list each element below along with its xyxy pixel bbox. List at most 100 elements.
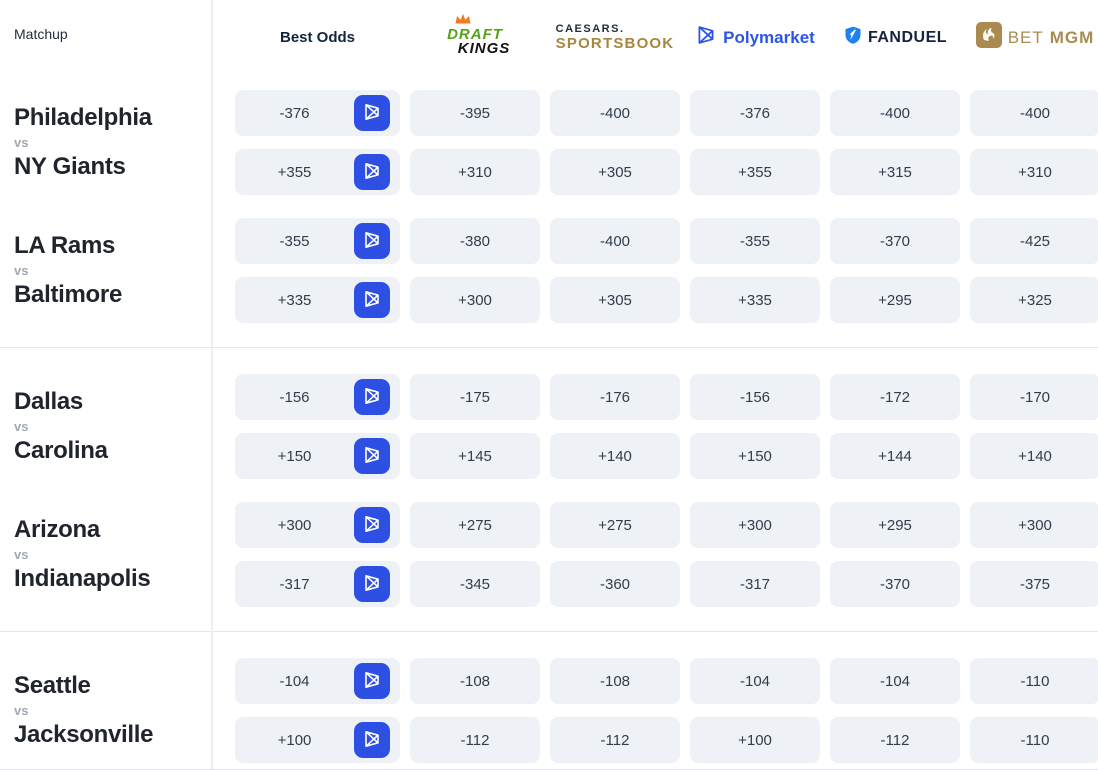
- odds-pill[interactable]: +310: [970, 149, 1098, 195]
- polymarket-best-odds-button[interactable]: [354, 282, 390, 318]
- odds-pill[interactable]: -400: [830, 90, 960, 136]
- odds-pill[interactable]: -400: [970, 90, 1098, 136]
- odds-pill[interactable]: +325: [970, 277, 1098, 323]
- odds-pill[interactable]: -400: [550, 218, 680, 264]
- best-odds-pill[interactable]: +300: [235, 502, 400, 548]
- best-odds-value: -156: [279, 388, 310, 406]
- odds-value: -375: [1019, 575, 1051, 593]
- best-odds-pill[interactable]: -104: [235, 658, 400, 704]
- odds-pill[interactable]: +295: [830, 502, 960, 548]
- odds-pill[interactable]: -104: [690, 658, 820, 704]
- odds-pill[interactable]: +305: [550, 149, 680, 195]
- odds-pill[interactable]: -112: [410, 717, 540, 763]
- best-odds-pill[interactable]: -376: [235, 90, 400, 136]
- odds-pill[interactable]: -172: [830, 374, 960, 420]
- betmgm-wordmark-bet: BET: [1007, 27, 1044, 47]
- polymarket-best-odds-button[interactable]: [354, 95, 390, 131]
- odds-pill[interactable]: +300: [690, 502, 820, 548]
- odds-pill[interactable]: -360: [550, 561, 680, 607]
- odds-pill[interactable]: +275: [410, 502, 540, 548]
- odds-pill[interactable]: +100: [690, 717, 820, 763]
- best-odds-pill[interactable]: -355: [235, 218, 400, 264]
- odds-row: -376 -395 -400 -376 -400: [235, 90, 1098, 136]
- odds-rows: -156 -175 -176 -156 -172: [213, 374, 1098, 479]
- polymarket-best-odds-button[interactable]: [354, 663, 390, 699]
- matchup-cell: Seattle vs Jacksonville: [0, 672, 213, 748]
- odds-pill[interactable]: +140: [970, 433, 1098, 479]
- odds-value: +140: [598, 447, 632, 465]
- odds-pill[interactable]: +335: [690, 277, 820, 323]
- odds-pill[interactable]: -345: [410, 561, 540, 607]
- caesars-logo: CAESARS. SPORTSBOOK: [550, 23, 680, 53]
- odds-pill[interactable]: -425: [970, 218, 1098, 264]
- best-odds-pill[interactable]: +355: [235, 149, 400, 195]
- odds-value: -112: [600, 731, 630, 749]
- polymarket-best-odds-button[interactable]: [354, 223, 390, 259]
- odds-pill[interactable]: -170: [970, 374, 1098, 420]
- matchup-cell: LA Rams vs Baltimore: [0, 232, 213, 308]
- odds-pill[interactable]: +355: [690, 149, 820, 195]
- best-odds-pill[interactable]: +335: [235, 277, 400, 323]
- odds-pill[interactable]: -376: [690, 90, 820, 136]
- odds-pill[interactable]: +305: [550, 277, 680, 323]
- polymarket-best-odds-button[interactable]: [354, 507, 390, 543]
- polymarket-icon: [362, 161, 382, 184]
- odds-pill[interactable]: +144: [830, 433, 960, 479]
- odds-pill[interactable]: -400: [550, 90, 680, 136]
- odds-pill[interactable]: +150: [690, 433, 820, 479]
- odds-value: -112: [880, 731, 910, 749]
- odds-pill[interactable]: -108: [550, 658, 680, 704]
- odds-value: -355: [739, 232, 771, 250]
- odds-pill[interactable]: -176: [550, 374, 680, 420]
- odds-rows: -355 -380 -400 -355 -370: [213, 218, 1098, 323]
- caesars-wordmark-top: CAESARS.: [555, 22, 625, 35]
- odds-value: -400: [1019, 104, 1051, 122]
- odds-pill[interactable]: -156: [690, 374, 820, 420]
- game-row-group: Seattle vs Jacksonville -104: [0, 658, 1098, 763]
- odds-pill[interactable]: -355: [690, 218, 820, 264]
- odds-value: -108: [459, 672, 491, 690]
- odds-pill[interactable]: +295: [830, 277, 960, 323]
- odds-pill[interactable]: -110: [970, 658, 1098, 704]
- matchup-cell: Philadelphia vs NY Giants: [0, 104, 213, 180]
- odds-pill[interactable]: +310: [410, 149, 540, 195]
- best-odds-pill[interactable]: +150: [235, 433, 400, 479]
- odds-pill[interactable]: -112: [830, 717, 960, 763]
- best-odds-pill[interactable]: -156: [235, 374, 400, 420]
- odds-pill[interactable]: +300: [970, 502, 1098, 548]
- odds-pill[interactable]: -108: [410, 658, 540, 704]
- odds-pill[interactable]: -175: [410, 374, 540, 420]
- odds-value: -400: [599, 232, 631, 250]
- odds-value: -425: [1019, 232, 1051, 250]
- odds-pill[interactable]: -375: [970, 561, 1098, 607]
- odds-pill[interactable]: -112: [550, 717, 680, 763]
- odds-pill[interactable]: -395: [410, 90, 540, 136]
- best-odds-pill[interactable]: +100: [235, 717, 400, 763]
- odds-pill[interactable]: +145: [410, 433, 540, 479]
- odds-pill[interactable]: -110: [970, 717, 1098, 763]
- polymarket-best-odds-button[interactable]: [354, 154, 390, 190]
- odds-pill[interactable]: +275: [550, 502, 680, 548]
- odds-value: +310: [458, 163, 492, 181]
- odds-pill[interactable]: +140: [550, 433, 680, 479]
- vs-label: vs: [14, 263, 29, 278]
- odds-pill[interactable]: -317: [690, 561, 820, 607]
- odds-pill[interactable]: +300: [410, 277, 540, 323]
- draftkings-wordmark-bottom: KINGS: [457, 40, 511, 57]
- team2-name: Jacksonville: [14, 721, 154, 748]
- polymarket-best-odds-button[interactable]: [354, 722, 390, 758]
- odds-pill[interactable]: -104: [830, 658, 960, 704]
- polymarket-best-odds-button[interactable]: [354, 438, 390, 474]
- odds-pill[interactable]: -380: [410, 218, 540, 264]
- odds-row: +150 +145 +140 +150 +144: [235, 433, 1098, 479]
- odds-value: +140: [1018, 447, 1052, 465]
- polymarket-icon: [362, 230, 382, 253]
- polymarket-logo: Polymarket: [690, 24, 820, 51]
- odds-pill[interactable]: +315: [830, 149, 960, 195]
- polymarket-best-odds-button[interactable]: [354, 379, 390, 415]
- odds-pill[interactable]: -370: [830, 218, 960, 264]
- polymarket-best-odds-button[interactable]: [354, 566, 390, 602]
- polymarket-icon: [362, 514, 382, 537]
- odds-pill[interactable]: -370: [830, 561, 960, 607]
- best-odds-pill[interactable]: -317: [235, 561, 400, 607]
